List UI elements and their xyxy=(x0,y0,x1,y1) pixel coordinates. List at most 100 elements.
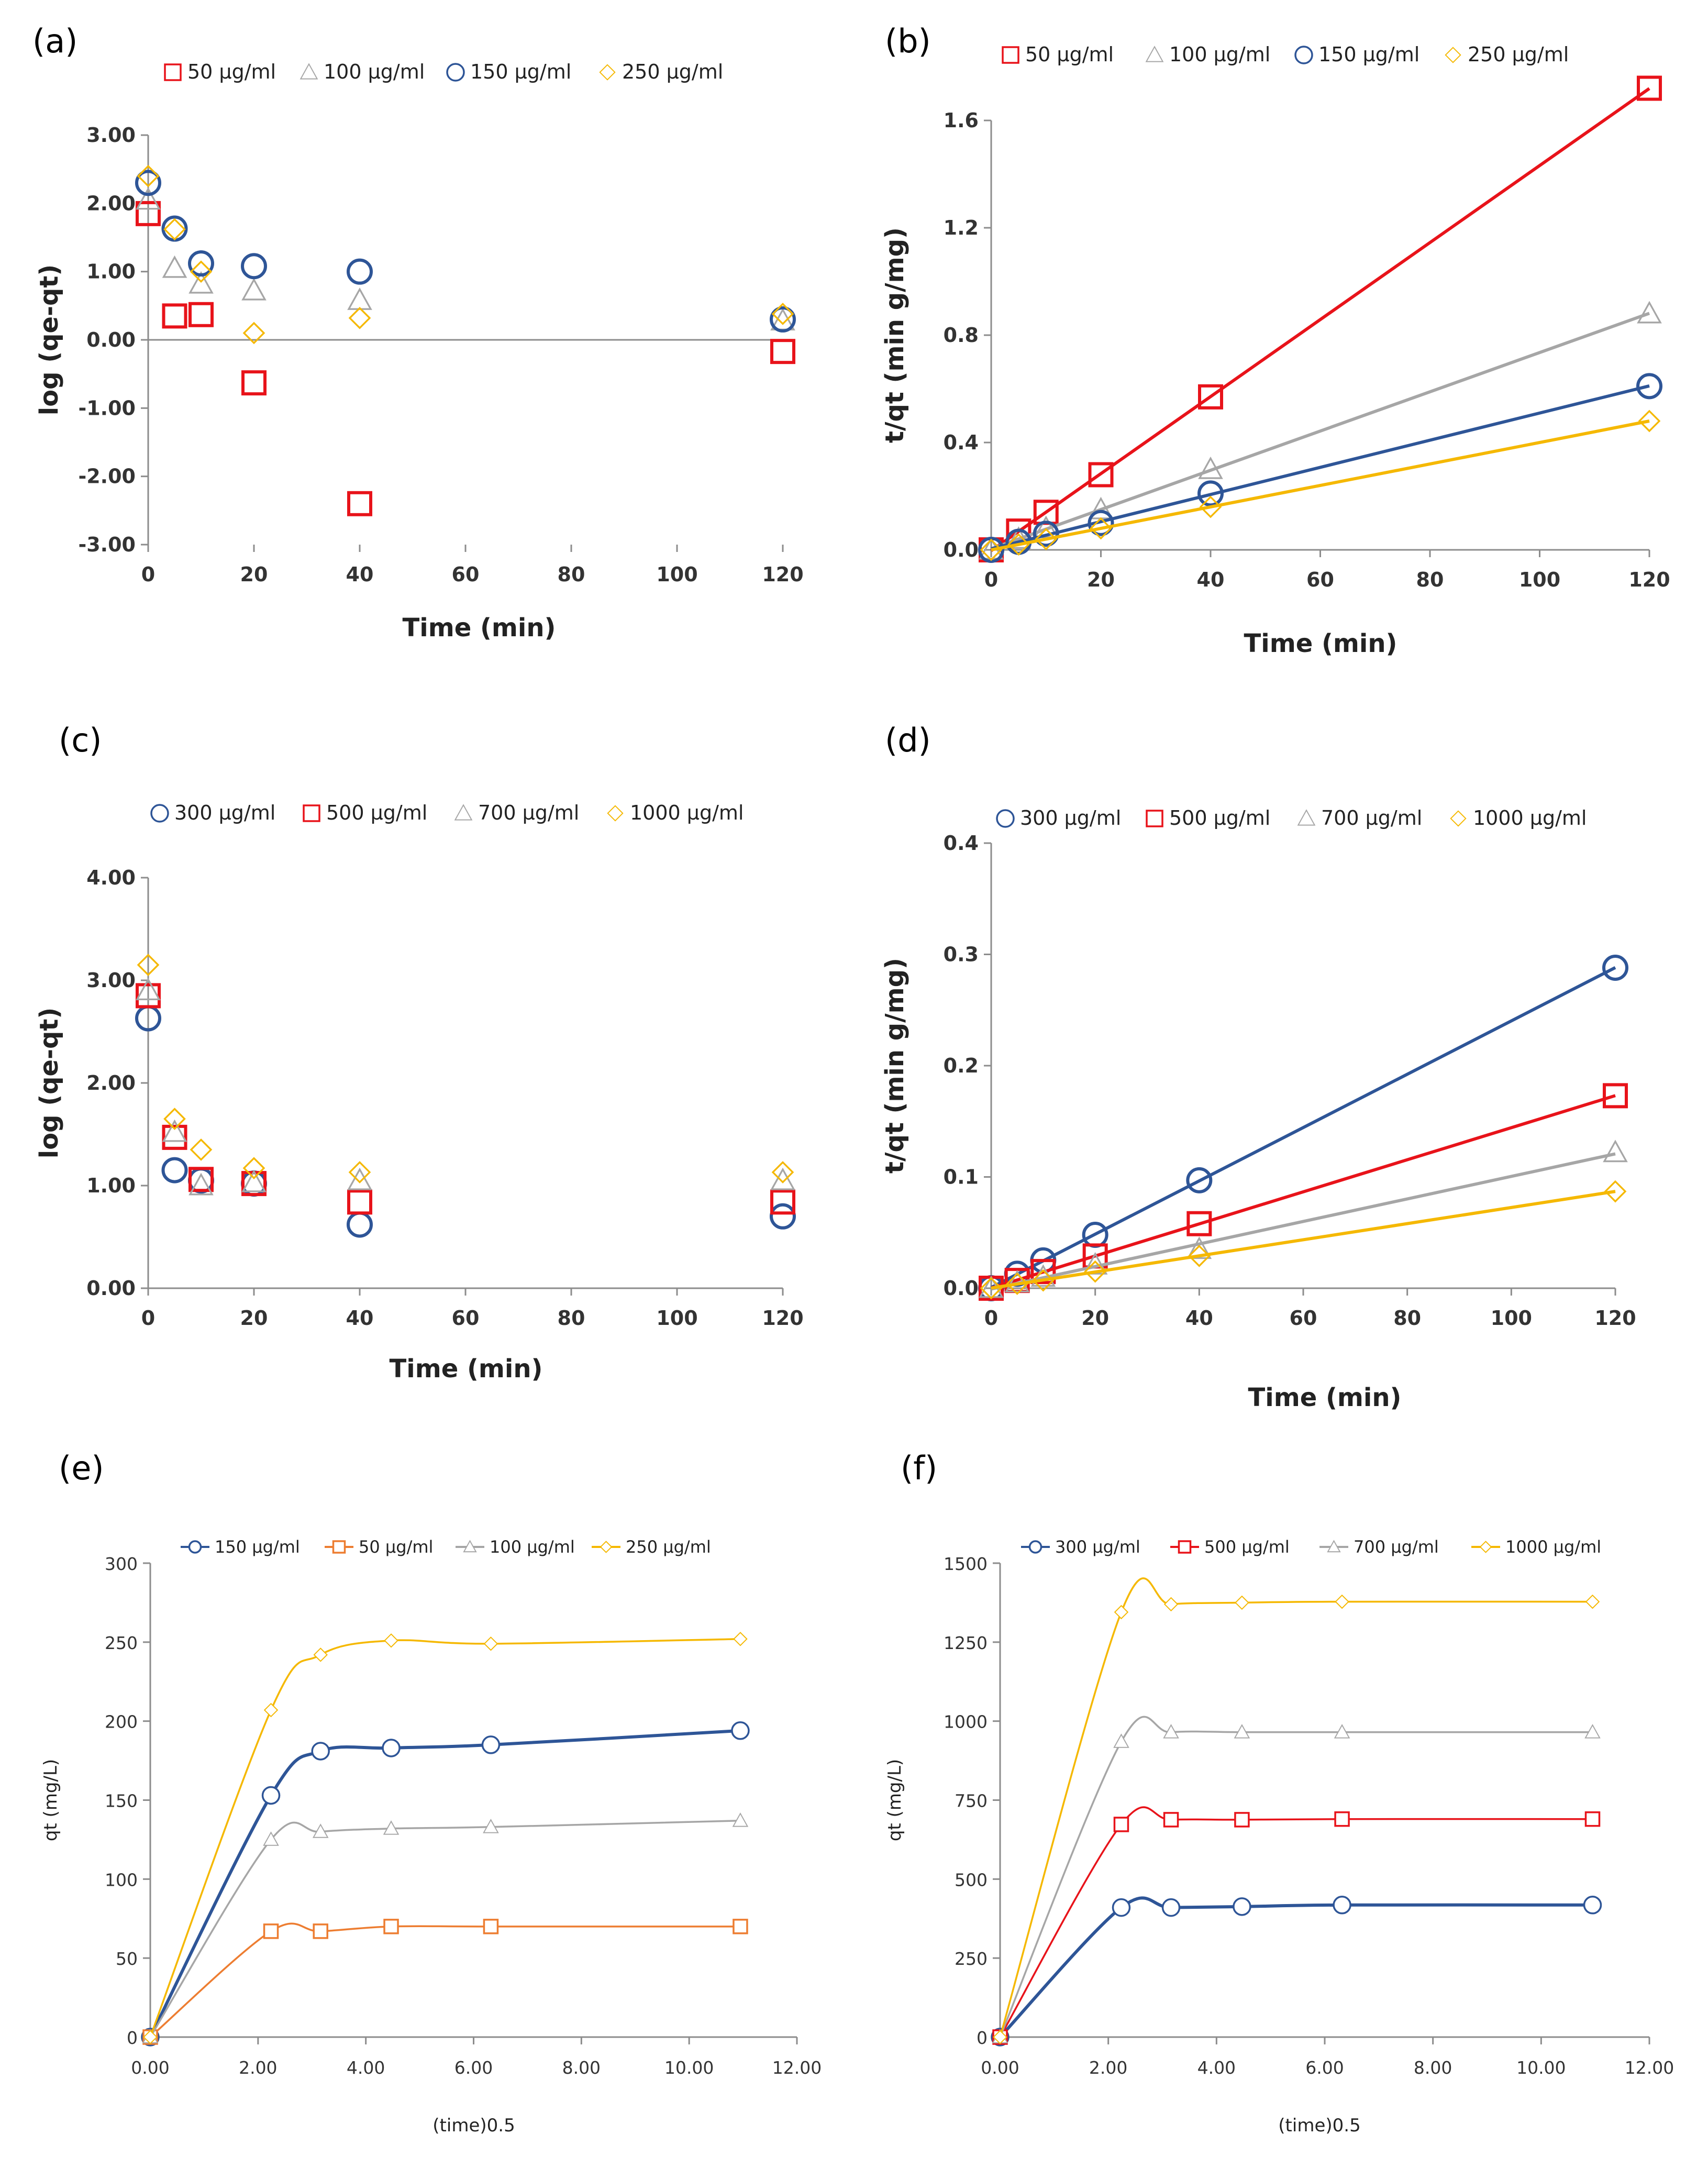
panel-label: (a) xyxy=(32,22,77,60)
data-point xyxy=(136,187,161,210)
data-point xyxy=(263,1831,279,1846)
x-tick-label: 20 xyxy=(1081,1307,1109,1330)
series-diamond xyxy=(143,1632,748,2044)
series-line xyxy=(149,1819,740,2038)
y-tick-label: 1250 xyxy=(944,1633,988,1653)
legend-label: 250 µg/ml xyxy=(622,60,723,83)
legend-entry: 100 µg/ml xyxy=(300,60,425,83)
legend-label: 300 µg/ml xyxy=(174,801,275,824)
data-point xyxy=(241,253,267,280)
data-point xyxy=(241,278,267,301)
legend-label: 1000 µg/ml xyxy=(630,801,744,824)
data-point xyxy=(136,983,161,1009)
legend-label: 1000 µg/ml xyxy=(1473,806,1587,829)
data-point xyxy=(770,1167,795,1190)
data-point xyxy=(1234,1812,1250,1828)
x-tick-label: 8.00 xyxy=(1414,2058,1452,2078)
y-axis-label: t/qt (min g/mg) xyxy=(880,958,910,1174)
series-diamond xyxy=(137,954,794,1183)
data-point xyxy=(1638,410,1661,433)
chart-panel-1: (a) -3.00 -2.00 -1.00 0.00 1.00 2.00 3.00 0 20 40 6… xyxy=(32,22,804,643)
legend-label: 150 µg/ml xyxy=(470,60,571,83)
series-triangle xyxy=(979,1140,1628,1298)
legend-label: 100 µg/ml xyxy=(490,1537,575,1557)
data-point xyxy=(136,201,161,226)
data-point xyxy=(1603,1083,1628,1109)
data-point xyxy=(161,1157,188,1183)
data-point xyxy=(1199,495,1222,518)
series-line xyxy=(999,1716,1593,2038)
series-square xyxy=(136,201,795,516)
data-point xyxy=(732,1812,749,1827)
trend-line xyxy=(990,87,1650,552)
legend-marker xyxy=(1479,1541,1492,1553)
legend-entry: 500 µg/ml xyxy=(303,801,427,824)
data-point xyxy=(1113,1817,1129,1832)
data-point xyxy=(242,1157,265,1180)
series-square xyxy=(992,1806,1601,2045)
x-tick-label: 40 xyxy=(346,1307,374,1330)
y-tick-label: 2.00 xyxy=(86,192,136,215)
data-point xyxy=(483,1636,498,1651)
trend-line xyxy=(991,384,1650,550)
legend-marker xyxy=(463,1540,477,1553)
series-line xyxy=(149,1638,740,2038)
data-point xyxy=(1197,480,1224,507)
data-point xyxy=(347,491,372,516)
x-tick-label: 80 xyxy=(558,1307,585,1330)
legend-marker xyxy=(1028,1540,1042,1554)
data-point xyxy=(1088,462,1114,488)
data-point xyxy=(382,1739,401,1757)
data-point xyxy=(313,1647,328,1662)
legend-entry: 100 µg/ml xyxy=(1145,43,1270,66)
legend-entry: 1000 µg/ml xyxy=(607,801,744,824)
legend-entry: 250 µg/ml xyxy=(592,1537,711,1557)
y-tick-label: 1.2 xyxy=(944,216,979,239)
data-point xyxy=(1235,1595,1249,1610)
series-triangle xyxy=(992,1716,1601,2043)
data-point xyxy=(980,1277,1003,1300)
data-point xyxy=(1032,1269,1055,1292)
data-point xyxy=(1334,1724,1350,1739)
trend-line xyxy=(991,1190,1616,1290)
legend-entry: 700 µg/ml xyxy=(1297,806,1422,829)
data-point xyxy=(384,1633,398,1648)
x-tick-label: 60 xyxy=(452,1307,480,1330)
data-point xyxy=(347,1211,373,1238)
data-point xyxy=(242,322,265,345)
data-point xyxy=(1112,1898,1131,1917)
legend-entry: 150 µg/ml xyxy=(446,60,571,83)
series-triangle xyxy=(142,1812,749,2043)
panel-label: (e) xyxy=(59,1449,104,1487)
data-point xyxy=(771,303,794,325)
legend-marker xyxy=(300,63,318,80)
y-tick-label: 0.2 xyxy=(944,1054,979,1077)
data-point xyxy=(1163,1812,1179,1828)
data-point xyxy=(162,255,187,278)
x-tick-label: 80 xyxy=(558,563,585,586)
data-point xyxy=(137,164,160,187)
x-tick-label: 10.00 xyxy=(1516,2058,1566,2078)
y-axis-label: qt (mg/L) xyxy=(884,1759,905,1841)
series-square xyxy=(142,1919,748,2045)
series-line xyxy=(149,1729,741,2038)
data-point xyxy=(483,1919,499,1934)
chart-panel-5: (e) 0 50 100 150 200 250 300 0.00 2.00 4.00 6.00 8.0… xyxy=(40,1449,822,2136)
x-tick-label: 60 xyxy=(1290,1307,1317,1330)
x-axis-label: Time (min) xyxy=(1244,629,1398,658)
legend-marker xyxy=(1178,1540,1192,1554)
data-point xyxy=(978,537,1004,563)
data-point xyxy=(1333,1896,1351,1915)
y-tick-label: 0 xyxy=(127,2028,138,2048)
data-point xyxy=(1637,301,1662,324)
legend-entry: 50 µg/ml xyxy=(164,60,276,83)
legend-marker xyxy=(1297,809,1316,826)
data-point xyxy=(188,1172,214,1196)
y-tick-label: 1.00 xyxy=(86,260,136,283)
y-axis-label: qt (mg/L) xyxy=(40,1759,61,1841)
legend-marker xyxy=(1445,47,1461,63)
x-tick-label: 100 xyxy=(1519,568,1560,591)
data-point xyxy=(1113,1733,1129,1748)
y-tick-label: 0.8 xyxy=(944,324,979,347)
data-point xyxy=(1603,1140,1628,1163)
